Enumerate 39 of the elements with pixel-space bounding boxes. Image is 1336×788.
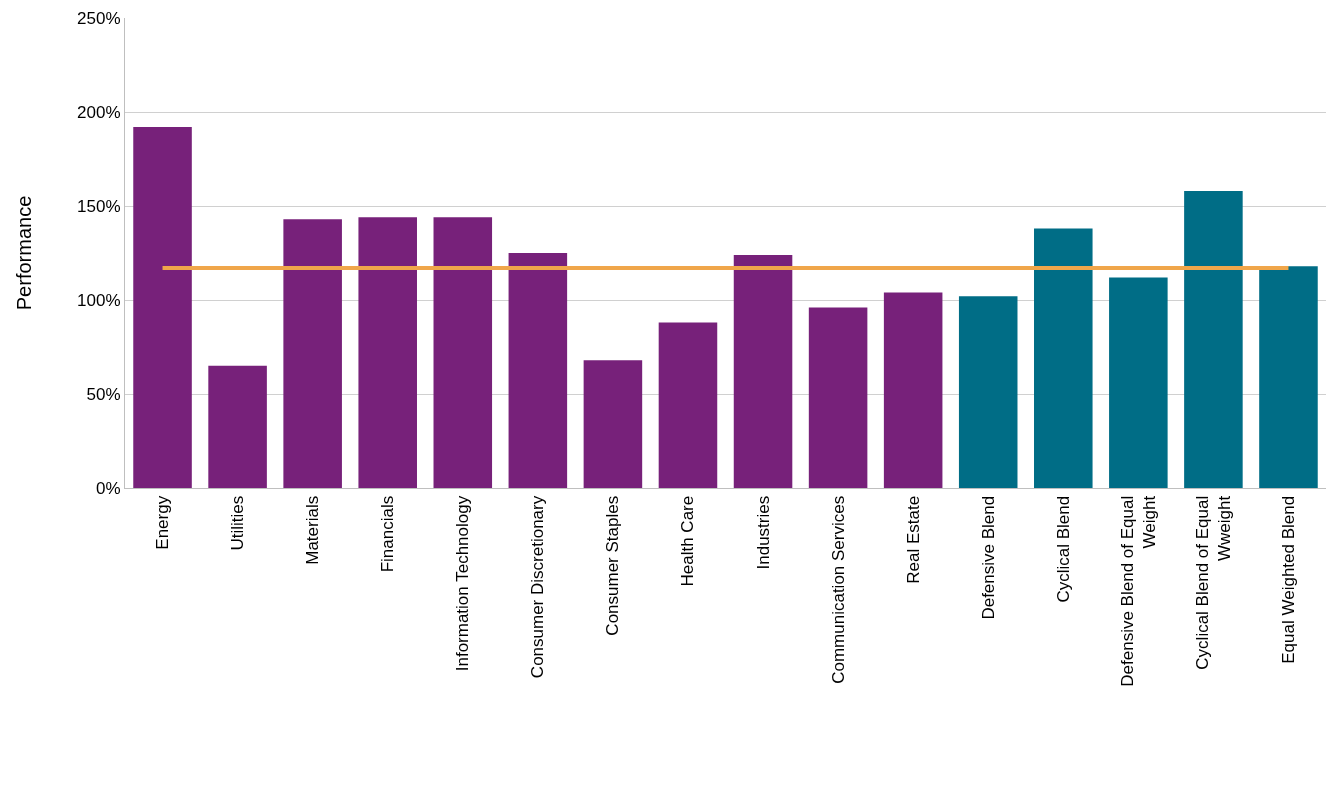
bar [1184,190,1243,488]
bar [283,219,342,488]
bar [958,296,1018,488]
bar [1259,266,1318,488]
bar [508,253,568,488]
bar [583,360,643,488]
bar [133,127,192,488]
bar [1109,277,1168,488]
y-tick-label: 0% [96,478,121,498]
y-tick-label: 50% [86,384,121,404]
bar [208,365,267,488]
x-tick-label: Real Estate [903,495,923,584]
x-tick-label: Information Technology [453,495,473,672]
y-tick-label: 100% [77,290,121,310]
y-tick-label: 200% [77,102,121,122]
x-tick-label: Energy [153,495,173,550]
bar [433,217,493,488]
bar [733,254,793,488]
x-tick-label: Health Care [678,495,698,587]
x-tick-label: Equal Weighted Blend [1278,495,1298,664]
x-tick-label: Cyclical Blend of Equal Wweight [1192,495,1234,670]
y-tick-label: 150% [77,196,121,216]
bar [883,292,943,488]
x-tick-label: Industries [753,495,773,570]
y-axis-title: Performance [12,195,35,311]
x-tick-label: Defensive Blend [978,495,998,620]
x-tick-label: Materials [303,495,323,565]
x-tick-label: Consumer Discretionary [528,495,548,679]
bar [808,307,868,488]
x-tick-label: Cyclical Blend [1053,495,1073,603]
y-tick-label: 250% [77,8,121,28]
x-tick-label: Consumer Staples [603,495,623,636]
x-tick-label: Utilities [228,495,248,551]
x-tick-label: Financials [378,495,398,573]
bar [358,217,417,488]
x-tick-label: Defensive Blend of Equal Weight [1117,495,1159,687]
bar [1034,228,1093,488]
bar [658,322,718,488]
x-tick-label: Communication Services [828,495,848,684]
